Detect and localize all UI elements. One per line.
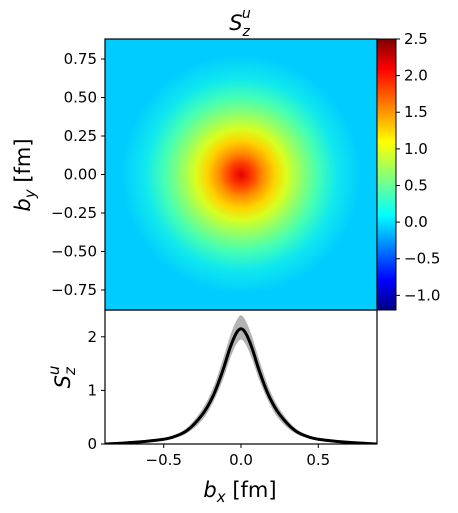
heatmap-ylabel: by [fm] (11, 138, 39, 211)
heatmap-ytick-label: −0.25 (51, 204, 97, 222)
colorbar-tick-label: −1.0 (404, 286, 440, 304)
uncertainty-band (105, 315, 377, 444)
colorbar-tick-label: −0.5 (404, 250, 440, 268)
heatmap-ytick-label: 0.25 (64, 127, 97, 145)
heatmap-ytick-label: 0.00 (64, 166, 97, 184)
profile-xtick-label: 0.5 (306, 451, 330, 469)
heatmap-title: Szu (229, 6, 251, 40)
colorbar-frame (376, 38, 397, 311)
heatmap-ytick-label: −0.75 (51, 281, 97, 299)
colorbar-tick-label: 2.5 (404, 30, 428, 48)
heatmap-ytick-label: 0.50 (64, 89, 97, 107)
colorbar-gradient (377, 39, 396, 310)
colorbar-tick-label: 1.5 (404, 103, 428, 121)
colorbar-tick-label: 2.0 (404, 67, 428, 85)
profile-xtick-label: 0.0 (229, 451, 253, 469)
profile-xlabel: bx [fm] (203, 478, 276, 506)
profile-ytick-label: 0 (87, 435, 97, 453)
series-line (105, 327, 377, 444)
colorbar-tick-label: 0.5 (404, 176, 428, 194)
colorbar-tick-label: 0.0 (404, 213, 428, 231)
heatmap-panel: −0.75 −0.50 −0.25 0.00 0.25 0.50 0.75 (51, 38, 378, 311)
profile-panel: 0 1 2 −0.5 0.0 0.5 (87, 309, 378, 469)
heatmap-ytick-label: −0.50 (51, 242, 97, 260)
colorbar: −1.0 −0.5 0.0 0.5 1.0 1.5 2.0 2.5 (376, 30, 440, 311)
colorbar-tick-label: 1.0 (404, 140, 428, 158)
profile-ylabel: Szu (45, 366, 79, 389)
heatmap-ytick-label: 0.75 (64, 50, 97, 68)
profile-ytick-label: 2 (87, 328, 97, 346)
profile-ytick-label: 1 (87, 381, 97, 399)
profile-xtick-label: −0.5 (146, 451, 182, 469)
heatmap-peak (121, 54, 361, 295)
